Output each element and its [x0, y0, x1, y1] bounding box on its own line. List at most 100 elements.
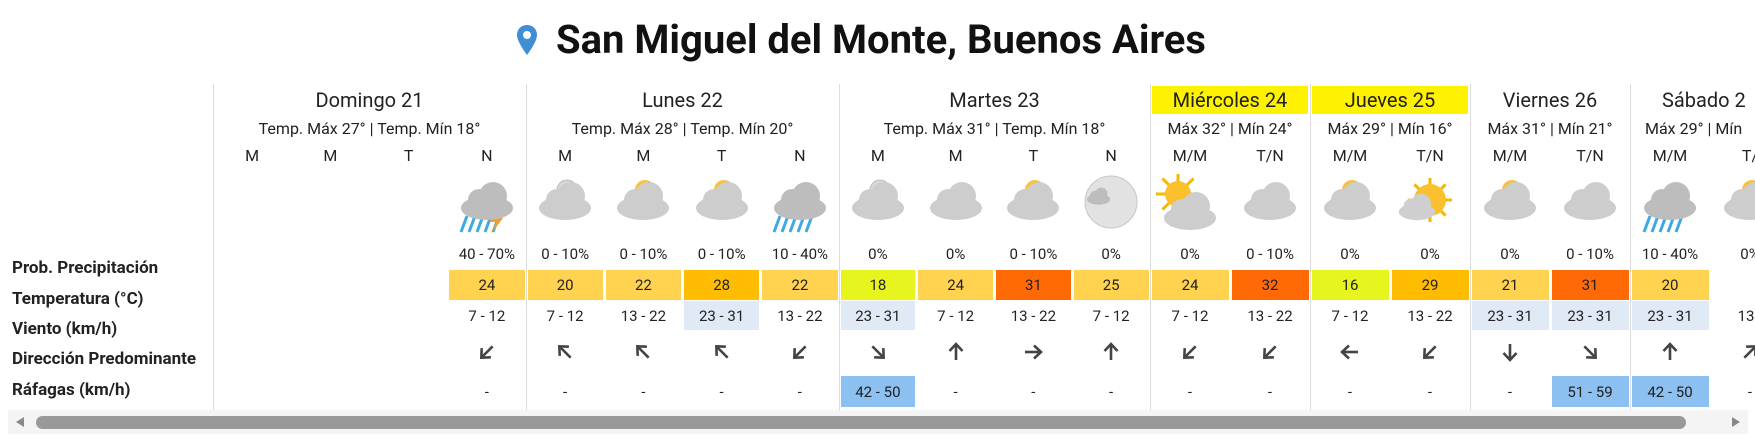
weather-icon: [999, 174, 1067, 236]
divider: [1470, 84, 1471, 410]
divider: [213, 84, 214, 410]
divider: [839, 84, 840, 410]
weather-icon: [1716, 174, 1755, 236]
day-summary: Máx 29° | Mín 16°: [1327, 119, 1453, 138]
day-summary: Máx 31° | Mín 21°: [1487, 119, 1613, 138]
gust-cell: -: [1347, 382, 1353, 401]
gust-cell: -: [1031, 382, 1036, 401]
precip-cell: 0%: [945, 245, 966, 263]
wind-arrow: [1660, 342, 1680, 362]
row-label: Prob. Precipitación: [12, 258, 159, 278]
period-label: N: [1105, 145, 1117, 165]
location-pin: [517, 25, 537, 55]
wind-cell: 23 - 31: [1471, 301, 1549, 330]
day-column: Jueves 25 Máx 29° | Mín 16° M/M 0% 16 7 - 12 -…: [1310, 0, 1470, 415]
period-label: M: [245, 145, 260, 165]
weather-icon: [844, 174, 912, 236]
temp-cell: 24: [918, 270, 993, 300]
precip-cell: 0%: [1500, 245, 1520, 263]
day-summary: Máx 32° | Mín 24°: [1167, 119, 1293, 138]
day-name: Sábado 2: [1662, 88, 1746, 112]
temp-cell: 21: [1471, 270, 1549, 300]
wind-cell: 7 - 12: [546, 306, 584, 325]
wind-arrow: [1023, 342, 1044, 362]
wind-arrow: [1101, 342, 1121, 362]
precip-cell: 0 - 10%: [619, 245, 668, 263]
period-label: M: [870, 145, 885, 165]
wind-arrow: [790, 342, 810, 362]
weather-icon: [1156, 172, 1224, 236]
gust-cell: -: [1507, 382, 1513, 401]
precip-cell: 40 - 70%: [458, 245, 516, 263]
wind-arrow: [868, 342, 888, 362]
gust-cell: 42 - 50: [1631, 376, 1709, 407]
wind-arrow: [1580, 342, 1600, 362]
period-label: M: [948, 145, 963, 165]
gust-cell: -: [563, 382, 568, 401]
weather-icon: [1077, 174, 1145, 236]
scroll-thumb[interactable]: [36, 416, 1686, 429]
wind-arrow: [1340, 342, 1360, 362]
weather-icon: [766, 174, 834, 236]
gust-cell: -: [953, 382, 958, 401]
page-title: San Miguel del Monte, Buenos Aires: [556, 16, 1206, 63]
weather-icon: [1476, 174, 1544, 236]
weather-icon: [688, 174, 756, 236]
wind-arrow: [1740, 342, 1755, 362]
wind-cell: 7 - 12: [937, 306, 975, 325]
gust-cell: -: [641, 382, 646, 401]
period-label: M: [323, 145, 338, 165]
precip-cell: 0%: [1340, 245, 1360, 263]
period-label: T: [1028, 145, 1039, 165]
wind-arrow: [1260, 342, 1280, 362]
divider: [1630, 84, 1631, 410]
wind-arrow: [712, 342, 732, 362]
scroll-right[interactable]: [1730, 416, 1742, 428]
period-label: N: [481, 145, 493, 165]
day-summary: Temp. Máx 31° | Temp. Mín 18°: [883, 119, 1106, 138]
scroll-left[interactable]: [14, 416, 26, 428]
day-header: Lunes 22: [528, 86, 837, 114]
gust-cell: -: [484, 382, 489, 401]
temp-cell: 18: [840, 270, 916, 300]
day-summary: Temp. Máx 28° | Temp. Mín 20°: [571, 119, 794, 138]
day-column: Domingo 21 Temp. Máx 27° | Temp. Mín 18° M…: [213, 0, 526, 415]
row-label: Viento (km/h): [12, 319, 118, 339]
temp-cell: 29: [1391, 270, 1469, 300]
weather-icon: [531, 174, 599, 236]
temp-cell: 24: [449, 270, 525, 300]
wind-cell: 13 - 22: [1247, 306, 1293, 325]
period-label: N: [794, 145, 806, 165]
gust-cell: -: [1187, 382, 1193, 401]
temp-cell: 22: [762, 270, 838, 300]
wind-cell: 23 - 31: [684, 301, 760, 330]
period-label: M/M: [1492, 145, 1528, 165]
day-column: Sábado 2 Máx 29° | Mín M/M 10 - 40% 20 23 - 3…: [1630, 0, 1755, 415]
gust-cell: 42 - 50: [840, 376, 916, 407]
day-column: Martes 23 Temp. Máx 31° | Temp. Mín 18° M 0…: [839, 0, 1150, 415]
gust-cell: -: [1267, 382, 1273, 401]
day-name: Viernes 26: [1502, 88, 1598, 112]
row-label: Ráfagas (km/h): [12, 380, 131, 400]
day-summary: Máx 29° | Mín: [1645, 119, 1743, 138]
day-header: Martes 23: [841, 86, 1148, 114]
wind-cell: 13 - 22: [1010, 306, 1057, 325]
weather-icon: [922, 174, 990, 236]
day-name: Lunes 22: [642, 88, 723, 112]
wind-cell: 23 - 31: [840, 301, 916, 330]
wind-arrow: [477, 342, 497, 362]
period-label: M: [636, 145, 651, 165]
scrollbar[interactable]: [8, 410, 1748, 434]
day-header: Viernes 26: [1472, 86, 1628, 114]
wind-cell: 7 - 12: [1331, 306, 1369, 325]
precip-cell: 0%: [1420, 245, 1440, 263]
period-label: T: [403, 145, 414, 165]
wind-arrow: [1420, 342, 1440, 362]
day-column: Viernes 26 Máx 31° | Mín 21° M/M 0% 21 23 - 3…: [1470, 0, 1630, 415]
day-name: Domingo 21: [315, 88, 424, 112]
temp-cell: 24: [1151, 270, 1229, 300]
day-column: Miércoles 24 Máx 32° | Mín 24° M/M 0% 24 7 - …: [1150, 0, 1310, 415]
wind-arrow: [633, 342, 653, 362]
wind-cell: 23 - 31: [1551, 301, 1629, 330]
